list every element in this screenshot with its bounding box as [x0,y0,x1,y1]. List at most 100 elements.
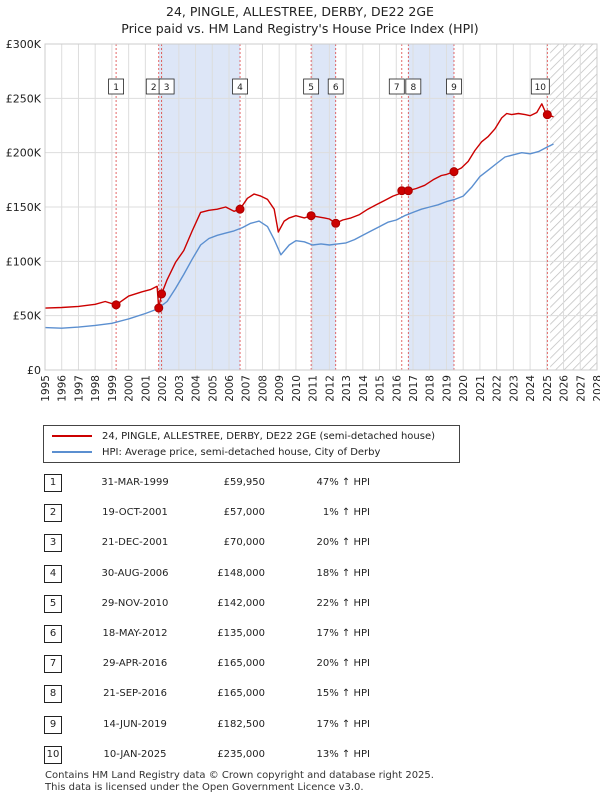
transaction-point-9 [449,167,459,177]
x-tick-label: 2024 [525,375,537,402]
y-tick-label: £250K [6,92,42,105]
marker-box-8: 8 [405,78,422,95]
transaction-point-1 [111,300,121,310]
x-tick-label: 2007 [241,375,253,402]
x-tick-label: 2012 [324,375,336,402]
transaction-point-8 [403,186,413,196]
transaction-hpi-change: 22% ↑ HPI [316,597,370,609]
marker-box-frame [388,78,405,95]
x-tick-label: 2027 [575,375,587,402]
transaction-date: 19-OCT-2001 [102,507,168,519]
transaction-point-3 [157,289,167,299]
transaction-point-2 [154,303,164,313]
table-row: 10 10-JAN-2025 £235,000 13% ↑ HPI [0,745,600,766]
transaction-hpi-change: 13% ↑ HPI [316,748,370,760]
transaction-number: 1 [44,474,62,492]
hpi-line [44,143,554,329]
transaction-number: 10 [44,745,62,764]
transaction-date: 29-NOV-2010 [101,597,169,609]
transaction-price: £59,950 [223,477,265,488]
transaction-price: £182,500 [217,718,265,730]
transaction-number: 6 [44,625,62,643]
x-tick-label: 2021 [475,375,487,402]
y-tick-label: £200K [6,147,42,160]
transaction-price: £70,000 [223,537,265,549]
transaction-number: 9 [44,715,62,734]
marker-box-label: 4 [237,83,243,93]
legend-label-property: 24, PINGLE, ALLESTREE, DERBY, DE22 2GE (… [102,430,436,442]
transaction-point-4 [235,204,245,214]
x-tick-label: 2009 [274,375,286,402]
transaction-hpi-change: 18% ↑ HPI [316,567,370,579]
x-tick-label: 2013 [341,375,353,402]
transaction-price: £165,000 [217,688,265,700]
x-tick-label: 2023 [508,375,520,402]
marker-box-frame [405,78,422,95]
transaction-price: £148,000 [217,567,265,579]
x-tick-label: 1995 [40,375,52,402]
y-tick-label: £300K [6,38,42,51]
chart-subtitle: Price paid vs. HM Land Registry's House … [121,21,479,36]
marker-box-5: 5 [303,78,320,95]
transaction-date: 31-MAR-1999 [101,477,169,488]
y-tick-label: £150K [6,201,42,214]
x-tick-label: 2016 [391,375,403,402]
x-tick-label: 2026 [559,375,571,402]
transaction-price: £57,000 [223,507,265,519]
transaction-number: 8 [44,685,62,704]
x-tick-label: 2001 [140,375,152,402]
marker-box-frame [108,78,124,95]
plot-frame [44,43,598,371]
footer-licence: This data is licensed under the Open Gov… [45,782,364,793]
x-tick-label: 2018 [425,375,437,402]
marker-box-9: 9 [446,78,462,95]
x-tick-label: 1998 [90,375,102,402]
x-tick-label: 2006 [224,375,236,402]
table-row: 7 29-APR-2016 £165,000 20% ↑ HPI [0,655,600,675]
x-tick-label: 2010 [291,375,303,402]
x-tick-label: 2002 [157,375,169,402]
y-tick-label: £50K [13,310,42,323]
table-row: 8 21-SEP-2016 £165,000 15% ↑ HPI [0,685,600,705]
transaction-price: £165,000 [217,658,265,670]
table-row: 6 18-MAY-2012 £135,000 17% ↑ HPI [0,625,600,645]
marker-box-label: 10 [535,83,547,93]
x-tick-label: 2011 [308,375,320,402]
footer-copyright: Contains HM Land Registry data © Crown c… [45,770,434,781]
transaction-number: 3 [44,534,62,553]
marker-box-frame [232,78,248,95]
marker-box-4: 4 [232,78,248,95]
legend-swatch-property [52,435,92,437]
table-row: 9 14-JUN-2019 £182,500 17% ↑ HPI [0,715,600,736]
transaction-date: 18-MAY-2012 [102,628,168,639]
table-row: 1 31-MAR-1999 £59,950 47% ↑ HPI [0,474,600,494]
transaction-date: 29-APR-2016 [102,658,168,670]
marker-box-label: 6 [333,83,339,93]
transaction-price: £135,000 [217,628,265,639]
transaction-hpi-change: 1% ↑ HPI [322,507,370,519]
marker-box-frame [158,78,175,95]
marker-box-label: 1 [113,83,119,93]
legend-label-hpi: HPI: Average price, semi-detached house,… [102,446,381,458]
price-chart: 1 2 3 4 5 6 7 8 9 10£0£50K£100K£150K£200K£250K£30… [6,38,600,402]
marker-box-label: 9 [451,83,457,93]
table-row: 2 19-OCT-2001 £57,000 1% ↑ HPI [0,504,600,524]
marker-box-3: 3 [158,78,175,95]
transaction-number: 4 [44,564,62,583]
x-tick-label: 2014 [358,375,370,402]
transaction-hpi-change: 47% ↑ HPI [316,477,370,488]
transaction-date: 10-JAN-2025 [103,748,167,760]
transaction-date: 21-DEC-2001 [101,537,169,549]
transaction-point-10 [542,110,552,120]
x-tick-label: 2017 [408,375,420,402]
legend-swatch-hpi [52,451,92,453]
marker-box-frame [327,78,344,95]
marker-box-label: 7 [394,83,400,93]
x-tick-label: 2008 [257,375,269,402]
x-tick-label: 2022 [492,375,504,402]
x-tick-label: 1997 [73,375,85,402]
table-row: 3 21-DEC-2001 £70,000 20% ↑ HPI [0,534,600,554]
x-tick-label: 2005 [207,375,219,402]
marker-box-6: 6 [327,78,344,95]
x-tick-label: 2020 [458,375,470,402]
